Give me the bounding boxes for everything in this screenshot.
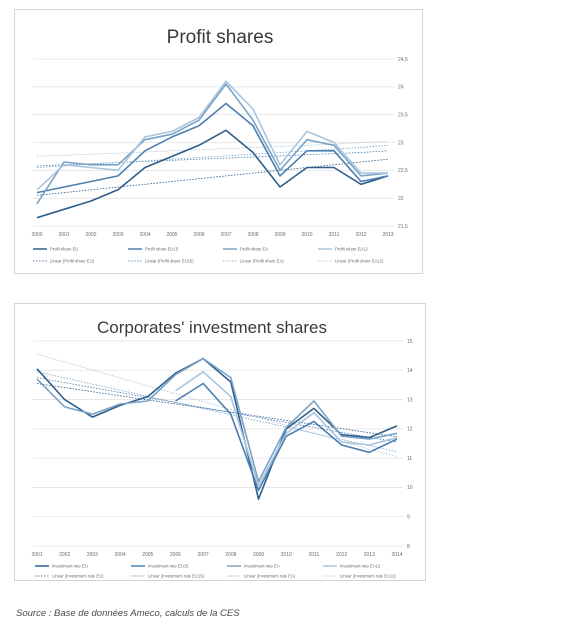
y-tick-label: 24,5 <box>398 57 408 63</box>
x-tick-label: 2006 <box>193 232 204 238</box>
x-tick-label: 2010 <box>281 552 292 558</box>
x-tick-label: 2012 <box>355 232 366 238</box>
x-tick-label: 2003 <box>112 232 123 238</box>
x-tick-label: 2004 <box>139 232 150 238</box>
x-tick-label: 2006 <box>170 552 181 558</box>
legend-label: Linear (Investment rate EA12) <box>340 574 396 579</box>
legend-label: Profit share EU15 <box>145 247 179 252</box>
legend-label: Investment rate EA12 <box>340 564 381 569</box>
legend-label: Investment rate EU15 <box>148 564 189 569</box>
series-line <box>36 83 389 205</box>
legend-label: Linear (Investment rate EU) <box>52 574 104 579</box>
investment-shares-chart: Corporates' investment shares 8 9 10 11 12 13 1… <box>31 318 413 579</box>
y-tick-label: 22 <box>398 196 404 202</box>
series-line <box>175 382 398 492</box>
x-tick-label: 2002 <box>85 232 96 238</box>
x-tick-label: 2011 <box>309 552 320 558</box>
chart-title: Profit shares <box>167 27 274 48</box>
y-tick-label: 11 <box>407 456 412 462</box>
y-tick-label: 23 <box>398 140 404 146</box>
y-tick-label: 13 <box>407 397 413 403</box>
x-tick-label: 2012 <box>336 552 347 558</box>
x-tick-label: 2014 <box>391 552 402 558</box>
y-tick-label: 14 <box>407 368 413 374</box>
trendline <box>36 383 398 438</box>
x-tick-label: 2007 <box>220 232 231 238</box>
x-tick-label: 2004 <box>115 552 126 558</box>
y-tick-label: 15 <box>407 339 413 345</box>
y-tick-label: 12 <box>407 427 413 433</box>
y-tick-label: 8 <box>407 544 410 550</box>
legend-label: Linear (Profit share EA) <box>240 259 284 264</box>
series-line <box>36 357 398 483</box>
chart-title: Corporates' investment shares <box>97 318 327 337</box>
x-tick-label: 2002 <box>59 552 70 558</box>
series-line <box>36 102 389 194</box>
investment-shares-chart-panel: Corporates' investment shares 8 9 10 11 12 13 1… <box>14 303 426 581</box>
y-tick-label: 21,5 <box>398 224 408 230</box>
legend-label: Linear (Profit share EU15) <box>145 259 194 264</box>
x-tick-label: 2000 <box>31 232 42 238</box>
trendline <box>36 353 398 458</box>
x-tick-label: 2003 <box>87 552 98 558</box>
source-note: Source : Base de données Ameco, calculs … <box>16 608 240 619</box>
x-tick-label: 2011 <box>329 232 340 238</box>
trendline <box>36 141 389 157</box>
x-tick-label: 2008 <box>225 552 236 558</box>
x-tick-label: 2007 <box>198 552 209 558</box>
x-tick-label: 2013 <box>364 552 375 558</box>
legend-label: Profit share EA <box>240 247 268 252</box>
legend-label: Investment rate EU <box>52 564 88 569</box>
x-tick-label: 2005 <box>166 232 177 238</box>
trendline <box>36 158 389 196</box>
x-tick-label: 2009 <box>274 232 285 238</box>
legend-label: Profit share EA12 <box>335 247 368 252</box>
x-tick-label: 2005 <box>142 552 153 558</box>
trendline <box>36 150 389 167</box>
x-tick-label: 2008 <box>247 232 258 238</box>
y-tick-label: 10 <box>407 485 413 491</box>
x-tick-label: 2013 <box>382 232 393 238</box>
x-tick-label: 2001 <box>58 232 69 238</box>
series-line <box>175 371 398 487</box>
legend-label: Investment rate EA <box>244 564 280 569</box>
profit-shares-chart-panel: Profit shares 21,5 22 22,5 23 23,5 24 24,5 2000 2… <box>14 9 423 274</box>
legend-label: Linear (Profit share EA12) <box>335 259 384 264</box>
y-tick-label: 22,5 <box>398 168 408 174</box>
profit-shares-chart: Profit shares 21,5 22 22,5 23 23,5 24 24,5 2000 2… <box>31 27 408 264</box>
series-line <box>36 80 388 191</box>
y-tick-label: 24 <box>398 85 404 91</box>
x-tick-label: 2010 <box>301 232 312 238</box>
legend-label: Linear (Investment rate EA) <box>244 574 296 579</box>
legend-label: Profit share EU <box>50 247 78 252</box>
series-line <box>36 129 389 219</box>
x-tick-label: 2009 <box>253 552 264 558</box>
y-tick-label: 23,5 <box>398 112 408 118</box>
trendline <box>36 371 398 453</box>
x-tick-label: 2001 <box>31 552 42 558</box>
trendline <box>36 377 398 443</box>
y-tick-label: 9 <box>407 515 410 521</box>
legend-label: Linear (Profit share EU) <box>50 259 95 264</box>
legend-label: Linear (Investment rate EU15) <box>148 574 205 579</box>
